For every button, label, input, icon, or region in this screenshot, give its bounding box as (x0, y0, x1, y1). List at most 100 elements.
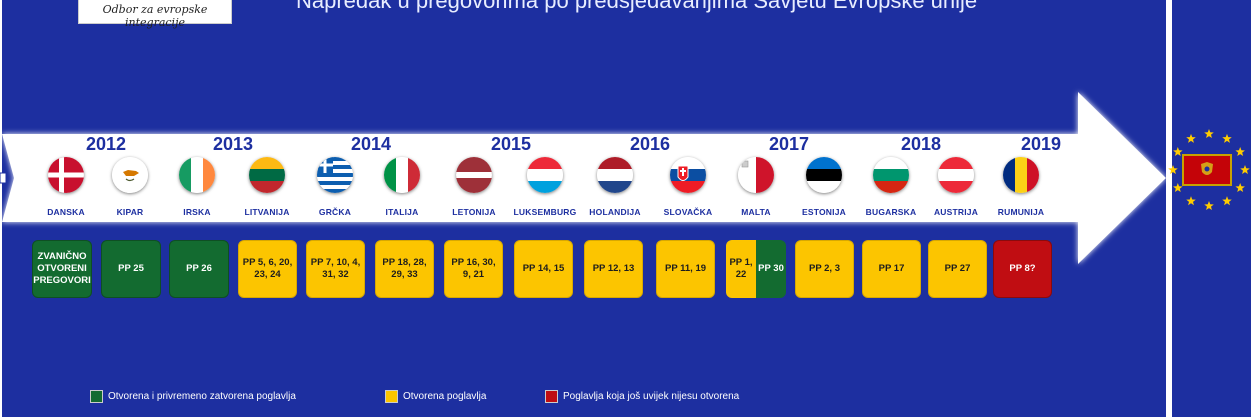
presidency-country: LITVANIJA (227, 157, 307, 217)
country-name: RUMUNIJA (997, 207, 1045, 217)
eu-star (1204, 201, 1214, 211)
eu-star (1168, 165, 1178, 175)
legend-swatch-yellow (385, 390, 398, 403)
lithuania-flag-icon (249, 157, 285, 193)
country-name: BUGARSKA (865, 207, 917, 217)
year-label: 2019 (1020, 134, 1062, 154)
year-label: 2016 (629, 134, 671, 154)
presidency-country: IRSKA (157, 157, 237, 217)
country-name: HOLANDIJA (589, 207, 641, 217)
chapter-box-yellow: PP 27 (928, 240, 987, 298)
country-name: ITALIJA (385, 207, 419, 217)
chapter-box-green: PP 25 (101, 240, 161, 298)
year-label: 2015 (490, 134, 532, 154)
chapter-box-yellow: PP 11, 19 (656, 240, 715, 298)
presidency-country: ESTONIJA (784, 157, 864, 217)
luxembourg-flag-icon (527, 157, 563, 193)
presidency-country: BUGARSKA (851, 157, 931, 217)
chapter-box-yellow: PP 2, 3 (795, 240, 854, 298)
year-label: 2017 (768, 134, 810, 154)
eu-star (1235, 147, 1245, 157)
country-name: LUKSEMBURG (513, 207, 577, 217)
malta-flag-icon (738, 157, 774, 193)
ireland-flag-icon (179, 157, 215, 193)
eu-star (1240, 165, 1250, 175)
chapter-box-yellow: PP 5, 6, 20, 23, 24 (238, 240, 297, 298)
presidency-country: SLOVAČKA (648, 157, 728, 217)
legend-swatch-green (90, 390, 103, 403)
country-name: AUSTRIJA (933, 207, 979, 217)
year-label: 2013 (212, 134, 254, 154)
presidency-country: DANSKA (26, 157, 106, 217)
greece-flag-icon (317, 157, 353, 193)
arrow-tail-marker (0, 172, 7, 184)
country-name: LITVANIJA (244, 207, 290, 217)
chapter-box-red: PP 8? (993, 240, 1052, 298)
chapter-box-yellow: PP 18, 28, 29, 33 (375, 240, 434, 298)
bulgaria-flag-icon (873, 157, 909, 193)
legend-item-red: Poglavlja koja još uvijek nijesu otvoren… (545, 390, 739, 403)
legend-label-green: Otvorena i privremeno zatvorena poglavlj… (108, 391, 296, 402)
presidency-country: LETONIJA (434, 157, 514, 217)
eu-star (1186, 133, 1196, 143)
presidency-country: MALTA (716, 157, 796, 217)
country-name: LETONIJA (452, 207, 496, 217)
legend-item-green: Otvorena i privremeno zatvorena poglavlj… (90, 390, 296, 403)
year-label: 2018 (900, 134, 942, 154)
department-logo: Odbor za evropske integracije (78, 0, 232, 29)
panel-divider (1166, 0, 1172, 417)
estonia-flag-icon (806, 157, 842, 193)
arrow-shape (2, 92, 1166, 264)
legend-label-red: Poglavlja koja još uvijek nijesu otvoren… (563, 391, 740, 402)
chapter-box-open: PP 1, 22 (726, 240, 756, 298)
austria-flag-icon (938, 157, 974, 193)
chapter-box-yellow: PP 16, 30, 9, 21 (444, 240, 503, 298)
logo-text: Odbor za evropske integracije (102, 3, 208, 29)
legend-item-yellow: Otvorena poglavlja (385, 390, 486, 403)
country-name: SLOVAČKA (663, 207, 713, 217)
presidency-country: AUSTRIJA (916, 157, 996, 217)
eu-star (1173, 147, 1183, 157)
chapter-box-closed: PP 30 (756, 240, 786, 298)
year-label: 2014 (350, 134, 392, 154)
eu-star (1204, 129, 1214, 139)
italy-flag-icon (384, 157, 420, 193)
slovakia-flag-icon (670, 157, 706, 193)
eu-star (1222, 196, 1232, 206)
chapter-box-green: ZVANIČNO OTVORENI PREGOVORI (32, 240, 92, 298)
chapter-box-yellow: PP 14, 15 (514, 240, 573, 298)
legend-label-yellow: Otvorena poglavlja (403, 391, 487, 402)
country-name: GRČKA (318, 207, 352, 217)
eu-star (1235, 183, 1245, 193)
denmark-flag-icon (48, 157, 84, 193)
chapter-box-yellow: PP 17 (862, 240, 921, 298)
country-name: ESTONIJA (802, 207, 846, 217)
cyprus-flag-icon (112, 157, 148, 193)
presidency-country: KIPAR (90, 157, 170, 217)
netherlands-flag-icon (597, 157, 633, 193)
romania-flag-icon (1003, 157, 1039, 193)
eu-star (1222, 133, 1232, 143)
country-name: IRSKA (183, 207, 211, 217)
presidency-country: GRČKA (295, 157, 375, 217)
year-label: 2012 (85, 134, 127, 154)
montenegro-flag-icon (1182, 154, 1232, 186)
chapter-box-yellow: PP 7, 10, 4, 31, 32 (306, 240, 365, 298)
legend-swatch-red (545, 390, 558, 403)
eu-stars-icon (1168, 129, 1250, 211)
chapter-box-split: PP 1, 22 PP 30 (726, 240, 786, 298)
eu-star (1173, 183, 1183, 193)
country-name: KIPAR (116, 207, 144, 217)
page-title: Napredak u pregovorima po predsjedavanji… (296, 0, 978, 13)
presidency-country: HOLANDIJA (575, 157, 655, 217)
country-name: MALTA (741, 207, 771, 217)
presidency-country: ITALIJA (362, 157, 442, 217)
chapter-box-yellow: PP 12, 13 (584, 240, 643, 298)
latvia-flag-icon (456, 157, 492, 193)
presidency-country: LUKSEMBURG (505, 157, 585, 217)
presidency-country: RUMUNIJA (981, 157, 1061, 217)
timeline-arrow (0, 92, 1166, 264)
country-name: DANSKA (47, 207, 85, 217)
chapter-box-green: PP 26 (169, 240, 229, 298)
